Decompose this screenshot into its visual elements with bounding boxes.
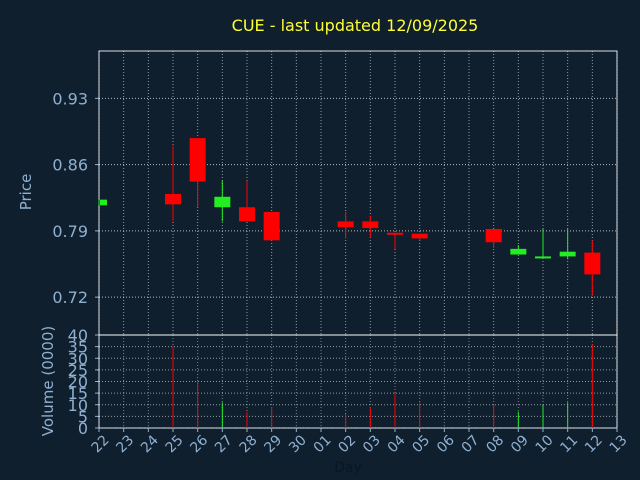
candle-body <box>387 232 403 235</box>
volume-tick-label: 40 <box>68 326 88 345</box>
price-tick-label: 0.86 <box>52 156 88 175</box>
candle-body <box>214 196 231 208</box>
price-panel: 0.72 0.79 0.86 0.93 <box>52 50 618 336</box>
chart-title: CUE - last updated 12/09/2025 <box>232 16 479 35</box>
candle-body <box>263 211 280 241</box>
candle-body <box>411 233 428 239</box>
price-tick-label: 0.79 <box>52 222 88 241</box>
candle-body <box>584 252 601 275</box>
volume-frame <box>98 334 618 429</box>
candle-body <box>362 221 379 229</box>
price-axis-label: Price <box>17 174 35 211</box>
volume-axis-label: Volume (0000) <box>39 326 57 436</box>
candle-body <box>535 256 551 259</box>
volume-tick-label: 0 <box>78 419 88 438</box>
candle-body <box>337 221 354 228</box>
volume-tick-label: 5 <box>78 407 88 426</box>
volume-tick-label: 30 <box>68 349 88 368</box>
price-tick-label: 0.93 <box>52 89 88 108</box>
candle-body <box>510 248 527 255</box>
candle-body <box>165 193 181 205</box>
volume-tick-label: 20 <box>68 373 88 392</box>
volume-tick-label: 15 <box>68 384 88 403</box>
volume-tick-label: 10 <box>68 396 88 415</box>
volume-tick-label: 35 <box>68 338 88 357</box>
volume-tick-label: 25 <box>68 361 88 380</box>
candle-body <box>559 251 576 257</box>
price-tick-label: 0.72 <box>52 288 88 307</box>
candle-body <box>100 199 107 206</box>
x-axis-label: Day <box>334 460 362 476</box>
candle-body <box>485 228 502 243</box>
candle-body <box>239 207 255 222</box>
candle-body <box>189 138 206 182</box>
